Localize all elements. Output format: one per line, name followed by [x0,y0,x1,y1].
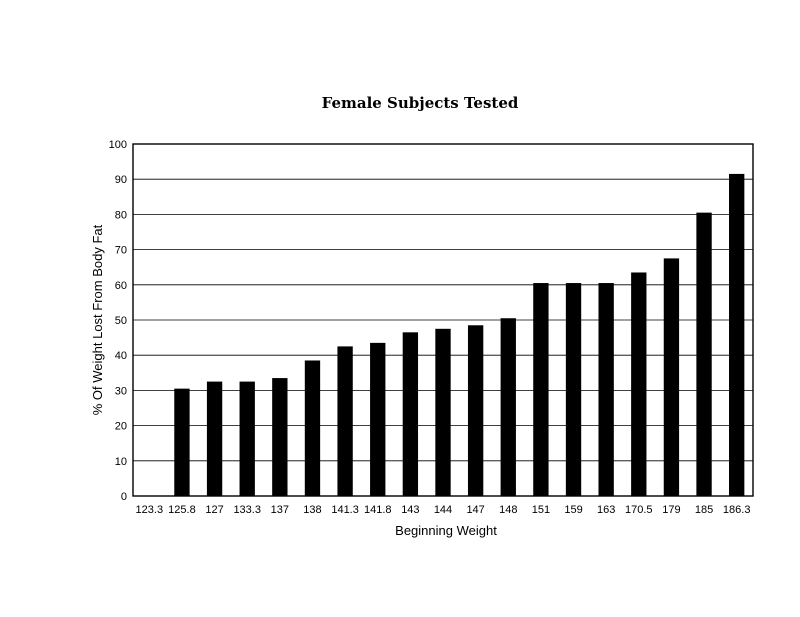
x-tick-label: 143 [401,504,419,516]
plot-frame [132,143,754,497]
x-tick-label: 151 [532,504,550,516]
bar-179 [663,258,680,496]
y-tick-label: 10 [115,456,127,468]
x-tick-label: 141.3 [331,504,359,516]
bar-170.5 [631,272,647,496]
x-axis-label: Beginning Weight [395,523,497,538]
x-tick-label: 185 [695,504,713,516]
x-tick-label: 133.3 [233,504,261,516]
bar-141.8 [370,342,386,496]
bar-133.3 [239,381,255,496]
y-tick-label: 70 [115,245,127,257]
bar-159 [565,283,582,496]
y-tick-label: 60 [115,280,127,292]
bar-137 [272,378,288,496]
bar-147 [467,325,484,496]
y-tick-label: 80 [115,209,127,221]
bar-186.3 [729,173,745,497]
x-tick-label: 170.5 [625,504,653,516]
y-axis-label: % Of Weight Lost From Body Fat [90,224,105,415]
x-tick-label: 123.3 [136,504,164,516]
bar-185 [696,212,712,496]
x-tick-label: 163 [597,504,615,516]
bar-141.3 [337,346,353,496]
y-tick-label: 90 [115,174,127,186]
bar-151 [533,283,549,496]
chart-title: Female Subjects Tested [322,94,519,112]
y-tick-labels: 0 10 20 30 40 50 60 70 80 90 100 [109,139,127,503]
bar-144 [435,328,451,496]
bar-148 [500,318,516,496]
x-tick-label: 141.8 [364,504,392,516]
x-tick-label: 186.3 [723,504,751,516]
y-tick-label: 40 [115,350,127,362]
bars [174,173,745,497]
bar-143 [402,332,419,496]
x-tick-label: 137 [271,504,289,516]
x-tick-label: 159 [564,504,582,516]
x-tick-label: 147 [466,504,484,516]
x-tick-label: 127 [205,504,223,516]
bar-138 [304,360,321,496]
x-tick-label: 125.8 [168,504,196,516]
x-tick-label: 179 [662,504,680,516]
x-tick-labels: 123.3 125.8 127 133.3 137 138 141.3 141.8 143 144… [136,504,751,516]
x-tick-label: 138 [303,504,321,516]
y-tick-label: 0 [121,491,127,503]
y-tick-label: 100 [109,139,127,151]
x-tick-label: 148 [499,504,517,516]
x-tick-label: 144 [434,504,452,516]
bar-125.8 [174,388,190,496]
bar-127 [206,381,223,496]
y-tick-label: 20 [115,421,127,433]
y-tick-label: 50 [115,315,127,327]
gridlines [133,178,753,462]
bar-163 [598,283,614,496]
y-tick-label: 30 [115,385,127,397]
